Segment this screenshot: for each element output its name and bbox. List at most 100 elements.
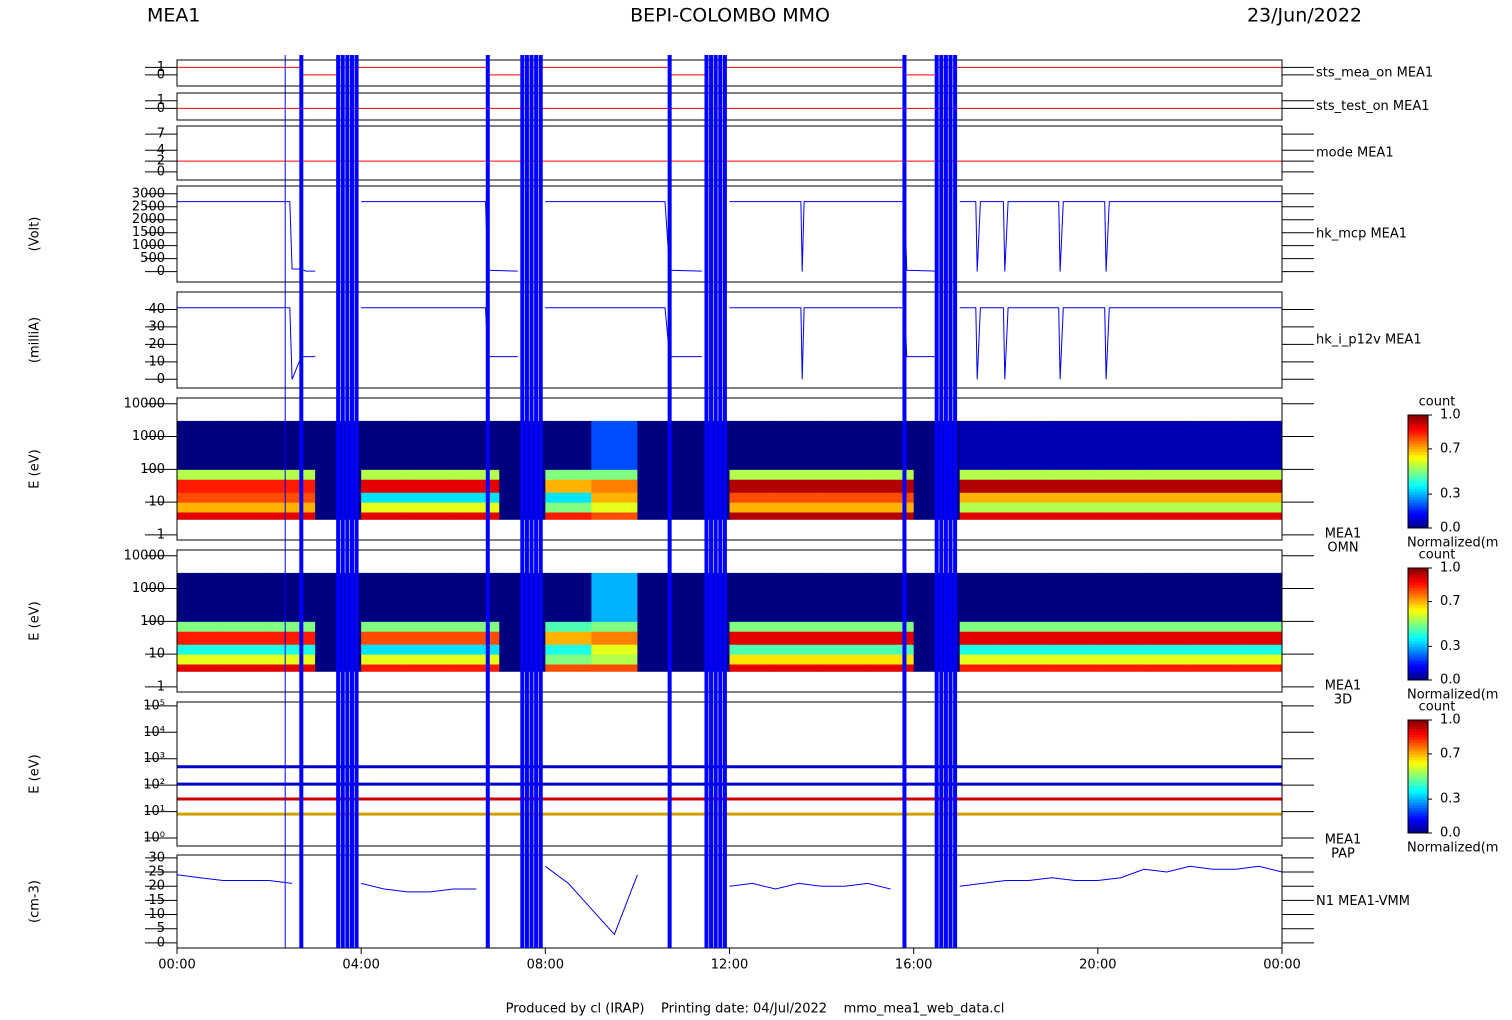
heat-cell — [545, 654, 592, 665]
colorbar-step — [1408, 423, 1428, 427]
heat-cell — [453, 621, 500, 632]
y-tick-label: 500 — [140, 251, 165, 266]
colorbar-step — [1408, 677, 1428, 681]
heat-cell — [223, 664, 270, 672]
heat-cell — [269, 512, 316, 520]
heat-cell — [637, 502, 684, 513]
heat-cell — [177, 512, 224, 520]
y-tick-label: 1000 — [132, 238, 165, 253]
heat-cell — [1235, 572, 1283, 622]
heat-cell — [223, 469, 270, 480]
y-tick-label: 2 — [157, 154, 165, 169]
heat-cell — [1005, 644, 1053, 655]
heat-cell — [821, 572, 869, 622]
colorbar-step — [1408, 671, 1428, 675]
colorbar-step — [1408, 632, 1428, 636]
heat-cell — [729, 512, 777, 520]
y-tick-label: 30 — [148, 850, 165, 865]
heat-cell — [637, 644, 684, 655]
heat-cell — [407, 492, 454, 503]
heat-cell — [545, 502, 592, 513]
colorbar-step — [1408, 745, 1428, 749]
heat-cell — [1189, 654, 1237, 665]
colorbar-step — [1408, 568, 1428, 572]
heat-cell — [407, 502, 454, 513]
colorbar-step — [1408, 584, 1428, 589]
panel-frame — [176, 92, 1283, 121]
colorbar-step — [1408, 776, 1428, 780]
colorbar-step — [1408, 779, 1428, 783]
event-marker — [667, 55, 672, 948]
heat-cell — [1097, 621, 1145, 632]
colorbar-tick-label: 0.3 — [1440, 639, 1461, 654]
y-tick-label: 30 — [148, 319, 165, 334]
colorbar-step — [1408, 725, 1428, 729]
colorbar-step — [1408, 431, 1428, 436]
colorbar-step — [1408, 446, 1428, 450]
heat-cell — [591, 621, 638, 632]
heat-cell — [223, 420, 270, 470]
heat-cell — [1189, 492, 1237, 503]
y-tick-label: 1000 — [132, 581, 165, 596]
heat-cell — [591, 502, 638, 513]
heat-cell — [1097, 572, 1145, 622]
heat-cell — [1097, 469, 1145, 480]
heat-cell — [775, 502, 823, 513]
colorbar-step — [1408, 804, 1428, 809]
heat-cell — [1143, 502, 1191, 513]
event-marker — [284, 55, 286, 948]
heat-cell — [1051, 479, 1099, 493]
y-tick-label: 10000 — [124, 396, 165, 411]
heat-cell — [775, 492, 823, 503]
event-marker — [939, 55, 944, 948]
colorbar-caption: Normalized(m — [1407, 536, 1498, 551]
colorbar-step — [1408, 787, 1428, 792]
colorbar-step — [1408, 657, 1428, 661]
colorbar-step — [1408, 596, 1428, 600]
y-tick-label: 0 — [157, 264, 165, 279]
colorbar-step — [1408, 460, 1428, 464]
colorbar-step — [1408, 765, 1428, 769]
heat-cell — [177, 479, 224, 493]
event-marker — [943, 55, 948, 948]
heat-cell — [867, 631, 915, 645]
panel-label: sts_mea_on MEA1 — [1316, 66, 1433, 81]
heat-cell — [1235, 479, 1283, 493]
heat-cell — [959, 644, 1007, 655]
heat-cell — [361, 420, 408, 470]
heat-cell — [867, 621, 915, 632]
heat-cell — [1235, 644, 1283, 655]
colorbar-step — [1408, 660, 1428, 664]
event-marker — [538, 55, 543, 948]
heat-cell — [223, 631, 270, 645]
colorbar-step — [1408, 756, 1428, 761]
heat-cell — [729, 572, 777, 622]
colorbar-step — [1408, 784, 1428, 789]
heat-cell — [1005, 492, 1053, 503]
colorbar-step — [1408, 762, 1428, 766]
heat-cell — [591, 492, 638, 503]
colorbar-step — [1408, 674, 1428, 678]
heat-cell — [453, 572, 500, 622]
colorbar-step — [1408, 643, 1428, 647]
heat-cell — [821, 502, 869, 513]
heat-cell — [775, 664, 823, 672]
heat-cell — [177, 420, 224, 470]
heat-cell — [453, 479, 500, 493]
y-tick-label: 40 — [148, 302, 165, 317]
colorbar-tick-label: 1.0 — [1440, 713, 1461, 728]
heat-cell — [269, 664, 316, 672]
colorbar-step — [1408, 770, 1428, 775]
event-marker — [718, 55, 723, 948]
colorbar-step — [1408, 615, 1428, 619]
colorbar-step — [1408, 638, 1428, 642]
heat-cell — [545, 512, 592, 520]
colorbar-step — [1408, 437, 1428, 441]
colorbar-caption: Normalized(m — [1407, 688, 1498, 703]
event-marker — [704, 55, 709, 948]
heat-cell — [269, 492, 316, 503]
colorbar-tick-label: 0.0 — [1440, 521, 1461, 536]
heat-cell — [545, 420, 592, 470]
heat-cell — [453, 512, 500, 520]
